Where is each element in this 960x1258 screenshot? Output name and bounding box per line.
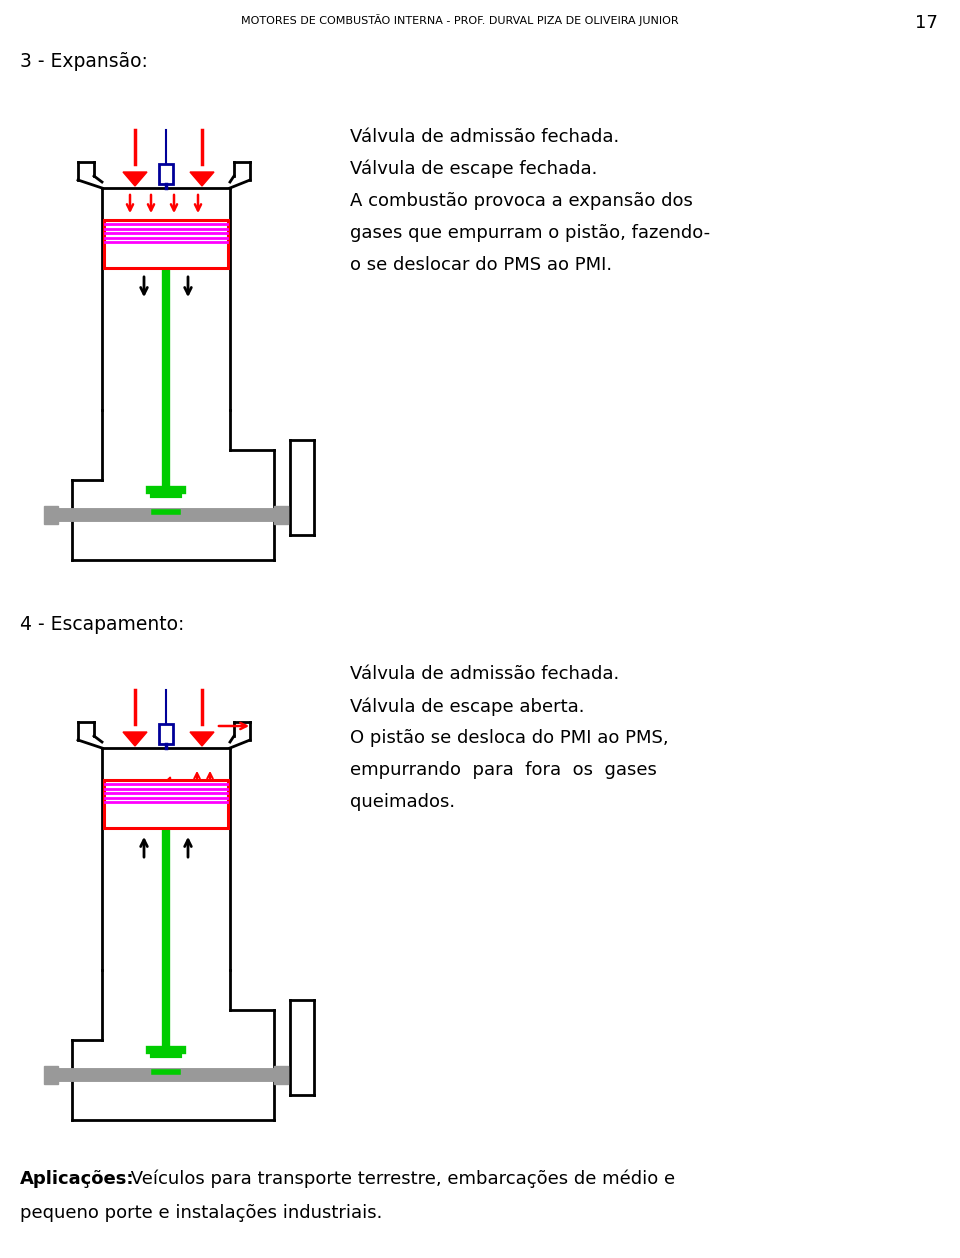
Bar: [159, 725, 173, 743]
Bar: [159, 164, 173, 184]
Text: Válvula de escape aberta.: Válvula de escape aberta.: [350, 697, 585, 716]
Text: Veículos para transporte terrestre, embarcações de médio e: Veículos para transporte terrestre, emba…: [125, 1170, 675, 1189]
Text: O pistão se desloca do PMI ao PMS,: O pistão se desloca do PMI ao PMS,: [350, 728, 668, 747]
Text: queimados.: queimados.: [350, 793, 455, 811]
Text: Válvula de admissão fechada.: Válvula de admissão fechada.: [350, 665, 619, 683]
Bar: [274, 506, 288, 525]
Bar: [104, 220, 228, 268]
Text: pequeno porte e instalações industriais.: pequeno porte e instalações industriais.: [20, 1204, 382, 1222]
Bar: [44, 1066, 58, 1084]
Text: Válvula de admissão fechada.: Válvula de admissão fechada.: [350, 128, 619, 146]
Polygon shape: [190, 732, 214, 746]
Text: 4 - Escapamento:: 4 - Escapamento:: [20, 615, 184, 634]
Polygon shape: [123, 732, 147, 746]
Text: Aplicações:: Aplicações:: [20, 1170, 134, 1188]
Text: MOTORES DE COMBUSTÃO INTERNA - PROF. DURVAL PIZA DE OLIVEIRA JUNIOR: MOTORES DE COMBUSTÃO INTERNA - PROF. DUR…: [241, 14, 679, 26]
Text: Válvula de escape fechada.: Válvula de escape fechada.: [350, 160, 597, 179]
Polygon shape: [190, 172, 214, 186]
Bar: [44, 506, 58, 525]
Text: o se deslocar do PMS ao PMI.: o se deslocar do PMS ao PMI.: [350, 255, 612, 274]
Text: A combustão provoca a expansão dos: A combustão provoca a expansão dos: [350, 192, 693, 210]
Polygon shape: [123, 172, 147, 186]
Bar: [104, 780, 228, 828]
Text: gases que empurram o pistão, fazendo-: gases que empurram o pistão, fazendo-: [350, 224, 710, 242]
Text: empurrando  para  fora  os  gases: empurrando para fora os gases: [350, 761, 657, 779]
Bar: [274, 1066, 288, 1084]
Text: 17: 17: [915, 14, 938, 31]
Text: 3 - Expansão:: 3 - Expansão:: [20, 52, 148, 70]
